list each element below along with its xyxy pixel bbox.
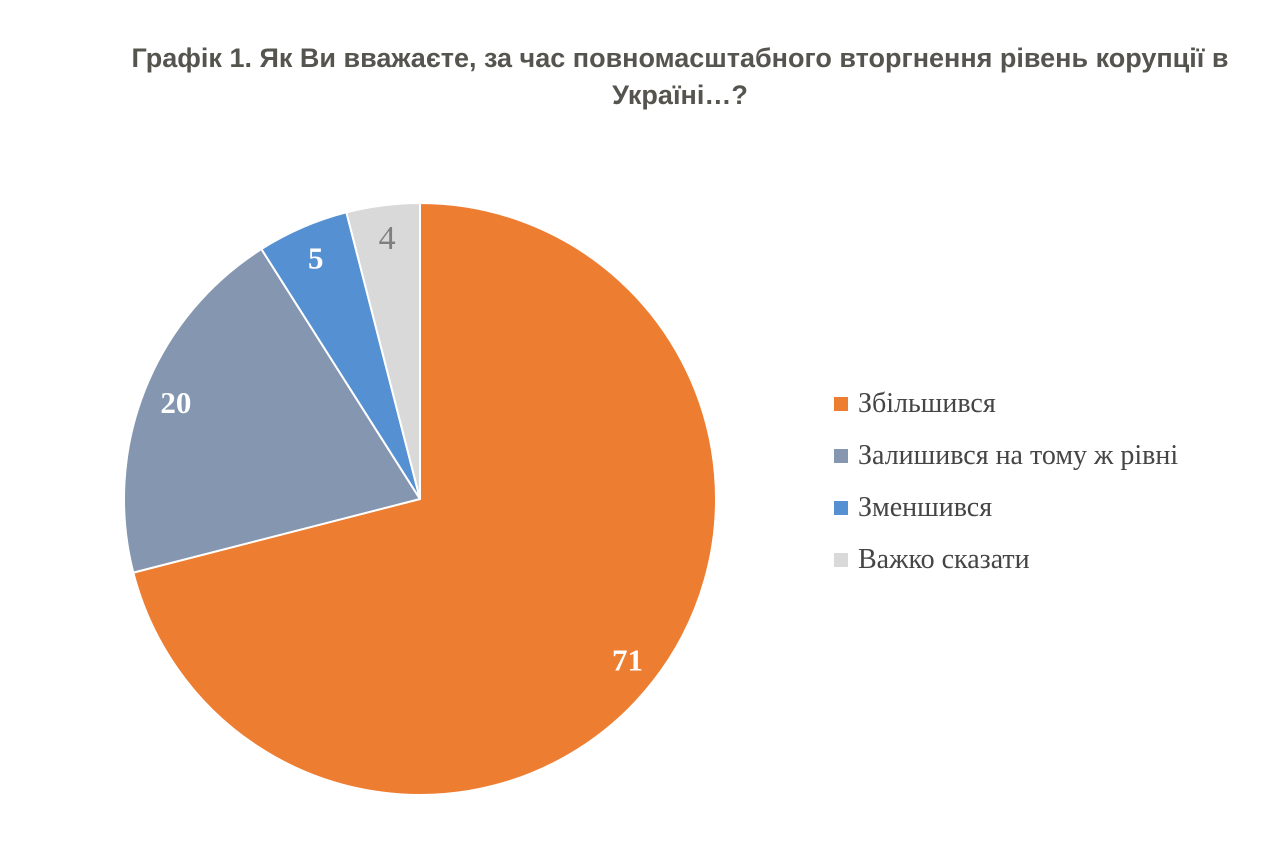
legend-label-same-level: Залишився на тому ж рівні <box>858 440 1179 471</box>
legend-swatch-same-level <box>834 449 848 463</box>
legend-label-increased: Збільшився <box>858 388 996 419</box>
legend-item-hard-to-say: Важко сказати <box>834 543 1178 577</box>
pie-data-label-1: 71 <box>612 642 643 677</box>
pie-slice-1 <box>132 202 717 796</box>
legend-label-hard-to-say: Важко сказати <box>858 544 1030 575</box>
chart-title-line1: Графік 1. Як Ви вважаєте, за час повнома… <box>131 43 1229 73</box>
pie-data-label-3: 5 <box>308 241 324 276</box>
legend-item-same-level: Залишився на тому ж рівні <box>834 439 1178 473</box>
legend-item-decreased: Зменшився <box>834 491 1178 525</box>
legend-item-increased: Збільшився <box>834 387 1178 421</box>
pie-data-label-2: 20 <box>160 385 191 420</box>
chart-title: Графік 1. Як Ви вважаєте, за час повнома… <box>104 40 1256 114</box>
pie-slice-2 <box>123 248 421 574</box>
chart-title-line2: Україні…? <box>612 80 748 110</box>
legend-swatch-increased <box>834 397 848 411</box>
legend-label-decreased: Зменшився <box>858 492 993 523</box>
pie-data-label-4: 4 <box>379 220 396 257</box>
legend: Збільшився Залишився на тому ж рівні Зме… <box>834 387 1178 577</box>
pie-slice-4 <box>345 202 421 500</box>
legend-swatch-decreased <box>834 501 848 515</box>
legend-swatch-hard-to-say <box>834 553 848 567</box>
